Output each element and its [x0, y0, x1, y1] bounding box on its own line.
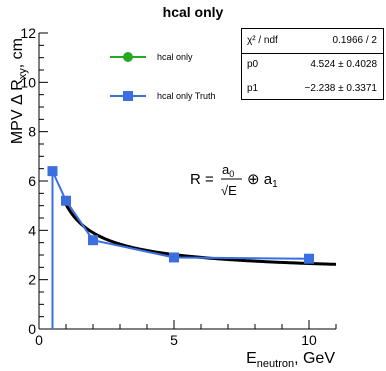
fit-curve-group: [64, 203, 337, 266]
truth-data-point: [169, 252, 179, 263]
formula-op-sub: 1: [272, 179, 278, 190]
stats-key: p0: [247, 59, 259, 70]
fit-stats-box: χ² / ndf 0.1966 / 2 p0 4.524 ± 0.4028 p1…: [241, 28, 384, 100]
y-tick-label: 10: [20, 74, 36, 90]
truth-data-point: [88, 235, 98, 246]
formula-op-main: ⊕ a: [247, 171, 273, 188]
y-tick-label: 6: [28, 173, 36, 189]
y-tick-label: 4: [28, 222, 36, 238]
formula-num-sub: 0: [229, 169, 234, 179]
axis-labels: Eneutron, GeV MPV Δ Rxy, cm: [9, 38, 335, 370]
truth-data-point: [304, 253, 314, 264]
stats-value: −2.238 ± 0.3371: [304, 83, 378, 94]
legend-marker-square: [123, 91, 133, 101]
x-tick-label: 0: [35, 332, 43, 348]
truth-data-point: [47, 166, 58, 177]
x-label-main: E: [246, 350, 257, 367]
fit-formula: R = a0 √E ⊕ a1: [190, 162, 278, 198]
truth-data-point: [61, 195, 71, 206]
formula-lhs: R =: [190, 171, 214, 188]
y-tick-label: 12: [20, 25, 36, 41]
x-axis-label: Eneutron, GeV: [246, 350, 335, 370]
formula-num-main: a: [222, 162, 230, 177]
data-points: [47, 166, 314, 329]
legend-label: hcal only: [157, 52, 193, 62]
y-label-unit: , cm: [9, 38, 26, 68]
stats-value: 0.1966 / 2: [332, 35, 377, 46]
stats-row-p1: p1 −2.238 ± 0.3371: [242, 77, 383, 101]
stats-row-chi2: χ² / ndf 0.1966 / 2: [242, 29, 383, 54]
y-label-sub: xy: [17, 68, 29, 80]
y-axis-label: MPV Δ Rxy, cm: [9, 38, 29, 144]
legend-marker-circle: [123, 52, 133, 62]
x-label-unit: , GeV: [294, 350, 335, 367]
formula-denominator: √E: [221, 183, 237, 198]
x-tick-label: 10: [301, 332, 317, 348]
formula-numerator: a0: [222, 162, 234, 179]
legend: hcal only hcal only Truth: [110, 52, 216, 101]
stats-row-p0: p0 4.524 ± 0.4028: [242, 53, 383, 77]
y-tick-label: 0: [28, 321, 36, 337]
chart-title: hcal only: [162, 4, 224, 20]
legend-label: hcal only Truth: [157, 91, 216, 101]
y-label-main: MPV Δ R: [9, 79, 26, 144]
x-label-sub: neutron: [257, 358, 294, 370]
formula-op: ⊕ a1: [247, 171, 278, 190]
fit-curve: [64, 203, 337, 266]
stats-key: χ² / ndf: [247, 35, 278, 46]
x-tick-label: 5: [170, 332, 178, 348]
y-tick-label: 2: [28, 272, 36, 288]
y-tick-label: 8: [28, 124, 36, 140]
stats-value: 4.524 ± 0.4028: [310, 59, 377, 70]
stats-key: p1: [247, 83, 259, 94]
